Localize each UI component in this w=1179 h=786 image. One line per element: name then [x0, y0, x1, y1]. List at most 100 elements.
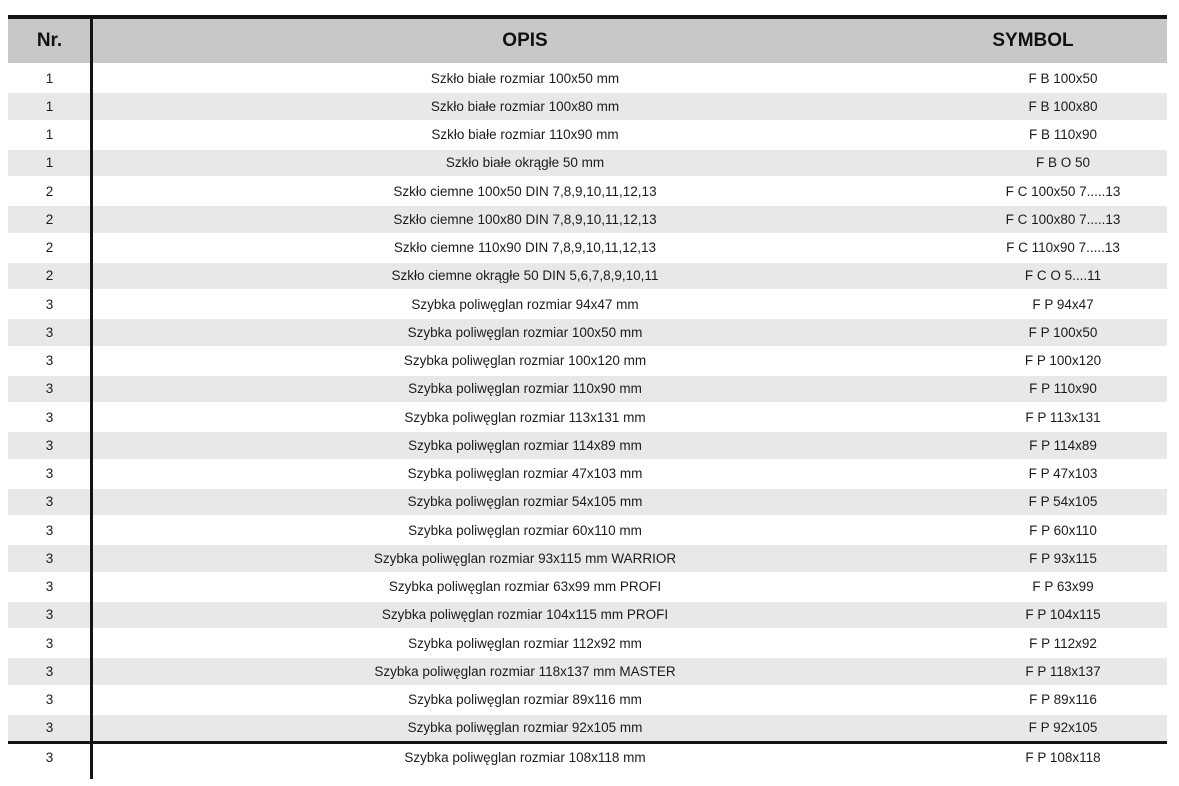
- row-nr-cell: 3: [8, 684, 91, 715]
- table-row: 3 Szybka poliwęglan rozmiar 89x116 mm F …: [8, 684, 1167, 715]
- row-opis-cell: Szybka poliwęglan rozmiar 94x47 mm: [91, 288, 959, 320]
- row-symbol-cell: F P 63x99: [959, 571, 1167, 602]
- row-opis-cell: Szybka poliwęglan rozmiar 104x115 mm PRO…: [91, 599, 959, 631]
- table-row: 3 Szybka poliwęglan rozmiar 54x105 mm F …: [8, 486, 1167, 518]
- row-opis-cell: Szybka poliwęglan rozmiar 108x118 mm: [91, 740, 959, 774]
- row-symbol-cell: F P 104x115: [959, 599, 1167, 631]
- table-row: 3 Szybka poliwęglan rozmiar 100x120 mm F…: [8, 345, 1167, 376]
- table-row: 3 Szybka poliwęglan rozmiar 108x118 mm F…: [8, 740, 1167, 774]
- row-nr-cell: 3: [8, 458, 91, 489]
- row-nr-cell: 3: [8, 401, 91, 433]
- table-row: 3 Szybka poliwęglan rozmiar 63x99 mm PRO…: [8, 571, 1167, 602]
- row-symbol-cell: F B 100x80: [959, 91, 1167, 122]
- row-opis-cell: Szybka poliwęglan rozmiar 89x116 mm: [91, 684, 959, 715]
- row-opis-cell: Szkło białe rozmiar 100x50 mm: [91, 62, 959, 94]
- row-nr-cell: 3: [8, 345, 91, 376]
- row-symbol-cell: F P 113x131: [959, 401, 1167, 433]
- row-nr-cell: 1: [8, 119, 91, 150]
- row-symbol-cell: F P 89x116: [959, 684, 1167, 715]
- row-nr-cell: 2: [8, 204, 91, 235]
- row-opis-cell: Szybka poliwęglan rozmiar 110x90 mm: [91, 373, 959, 405]
- row-nr-cell: 1: [8, 62, 91, 94]
- row-nr-cell: 3: [8, 740, 91, 774]
- table-row: 3 Szybka poliwęglan rozmiar 104x115 mm P…: [8, 599, 1167, 631]
- row-nr-cell: 3: [8, 514, 91, 546]
- table-row: 2 Szkło ciemne 110x90 DIN 7,8,9,10,11,12…: [8, 232, 1167, 263]
- row-opis-cell: Szybka poliwęglan rozmiar 63x99 mm PROFI: [91, 571, 959, 602]
- row-symbol-cell: F P 54x105: [959, 486, 1167, 518]
- table-row: 2 Szkło ciemne 100x50 DIN 7,8,9,10,11,12…: [8, 175, 1167, 207]
- row-opis-cell: Szybka poliwęglan rozmiar 92x105 mm: [91, 712, 959, 744]
- table-row: 2 Szkło ciemne 100x80 DIN 7,8,9,10,11,12…: [8, 204, 1167, 235]
- row-opis-cell: Szybka poliwęglan rozmiar 118x137 mm MAS…: [91, 656, 959, 687]
- row-symbol-cell: F B 110x90: [959, 119, 1167, 150]
- table-row: 2 Szkło ciemne okrągłe 50 DIN 5,6,7,8,9,…: [8, 260, 1167, 292]
- table-row: 3 Szybka poliwęglan rozmiar 47x103 mm F …: [8, 458, 1167, 489]
- row-symbol-cell: F P 93x115: [959, 543, 1167, 574]
- table-row: 3 Szybka poliwęglan rozmiar 110x90 mm F …: [8, 373, 1167, 405]
- row-opis-cell: Szybka poliwęglan rozmiar 114x89 mm: [91, 430, 959, 461]
- row-nr-cell: 3: [8, 288, 91, 320]
- row-nr-cell: 1: [8, 91, 91, 122]
- row-opis-cell: Szybka poliwęglan rozmiar 54x105 mm: [91, 486, 959, 518]
- row-nr-cell: 3: [8, 543, 91, 574]
- row-nr-cell: 3: [8, 656, 91, 687]
- row-nr-cell: 1: [8, 147, 91, 179]
- row-opis-cell: Szkło białe rozmiar 100x80 mm: [91, 91, 959, 122]
- row-symbol-cell: F P 92x105: [959, 712, 1167, 744]
- table-row: 3 Szybka poliwęglan rozmiar 112x92 mm F …: [8, 627, 1167, 659]
- row-opis-cell: Szybka poliwęglan rozmiar 100x50 mm: [91, 317, 959, 348]
- row-symbol-cell: F C 100x50 7.....13: [959, 175, 1167, 207]
- row-opis-cell: Szkło ciemne 110x90 DIN 7,8,9,10,11,12,1…: [91, 232, 959, 263]
- row-opis-cell: Szkło ciemne 100x80 DIN 7,8,9,10,11,12,1…: [91, 204, 959, 235]
- row-nr-cell: 3: [8, 373, 91, 405]
- table-row: 1 Szkło białe rozmiar 100x50 mm F B 100x…: [8, 62, 1167, 94]
- row-symbol-cell: F B 100x50: [959, 62, 1167, 94]
- row-symbol-cell: F P 100x120: [959, 345, 1167, 376]
- row-nr-cell: 3: [8, 599, 91, 631]
- row-nr-cell: 3: [8, 430, 91, 461]
- row-opis-cell: Szkło ciemne okrągłe 50 DIN 5,6,7,8,9,10…: [91, 260, 959, 292]
- row-symbol-cell: F B O 50: [959, 147, 1167, 179]
- row-opis-cell: Szybka poliwęglan rozmiar 60x110 mm: [91, 514, 959, 546]
- row-symbol-cell: F P 114x89: [959, 430, 1167, 461]
- row-symbol-cell: F C 100x80 7.....13: [959, 204, 1167, 235]
- table-row: 3 Szybka poliwęglan rozmiar 92x105 mm F …: [8, 712, 1167, 744]
- row-symbol-cell: F P 100x50: [959, 317, 1167, 348]
- row-opis-cell: Szybka poliwęglan rozmiar 100x120 mm: [91, 345, 959, 376]
- row-symbol-cell: F C O 5....11: [959, 260, 1167, 292]
- row-opis-cell: Szkło ciemne 100x50 DIN 7,8,9,10,11,12,1…: [91, 175, 959, 207]
- table-row: 3 Szybka poliwęglan rozmiar 60x110 mm F …: [8, 514, 1167, 546]
- table-row: 3 Szybka poliwęglan rozmiar 93x115 mm WA…: [8, 543, 1167, 574]
- row-symbol-cell: F C 110x90 7.....13: [959, 232, 1167, 263]
- col-header-opis: OPIS: [91, 17, 959, 64]
- col-header-nr: Nr.: [8, 17, 91, 64]
- row-symbol-cell: F P 110x90: [959, 373, 1167, 405]
- table-row: 3 Szybka poliwęglan rozmiar 118x137 mm M…: [8, 656, 1167, 687]
- table-row: 1 Szkło białe rozmiar 100x80 mm F B 100x…: [8, 91, 1167, 122]
- row-nr-cell: 3: [8, 317, 91, 348]
- col-header-symbol: SYMBOL: [959, 17, 1167, 64]
- row-nr-cell: 3: [8, 486, 91, 518]
- products-table: Nr. OPIS SYMBOL 1 Szkło białe rozmiar 10…: [8, 15, 1167, 774]
- row-nr-cell: 3: [8, 571, 91, 602]
- table-row: 1 Szkło białe rozmiar 110x90 mm F B 110x…: [8, 119, 1167, 150]
- row-symbol-cell: F P 47x103: [959, 458, 1167, 489]
- row-opis-cell: Szybka poliwęglan rozmiar 93x115 mm WARR…: [91, 543, 959, 574]
- table-row: 3 Szybka poliwęglan rozmiar 114x89 mm F …: [8, 430, 1167, 461]
- row-opis-cell: Szkło białe rozmiar 110x90 mm: [91, 119, 959, 150]
- row-nr-cell: 2: [8, 232, 91, 263]
- row-symbol-cell: F P 118x137: [959, 656, 1167, 687]
- row-opis-cell: Szybka poliwęglan rozmiar 47x103 mm: [91, 458, 959, 489]
- row-nr-cell: 2: [8, 175, 91, 207]
- table-body: 1 Szkło białe rozmiar 100x50 mm F B 100x…: [8, 62, 1167, 774]
- row-opis-cell: Szybka poliwęglan rozmiar 113x131 mm: [91, 401, 959, 433]
- table-row: 1 Szkło białe okrągłe 50 mm F B O 50: [8, 147, 1167, 179]
- header-row: Nr. OPIS SYMBOL: [8, 17, 1167, 64]
- row-symbol-cell: F P 112x92: [959, 627, 1167, 659]
- table-row: 3 Szybka poliwęglan rozmiar 94x47 mm F P…: [8, 288, 1167, 320]
- table-row: 3 Szybka poliwęglan rozmiar 100x50 mm F …: [8, 317, 1167, 348]
- row-nr-cell: 3: [8, 627, 91, 659]
- nr-column-divider-line: [90, 15, 93, 779]
